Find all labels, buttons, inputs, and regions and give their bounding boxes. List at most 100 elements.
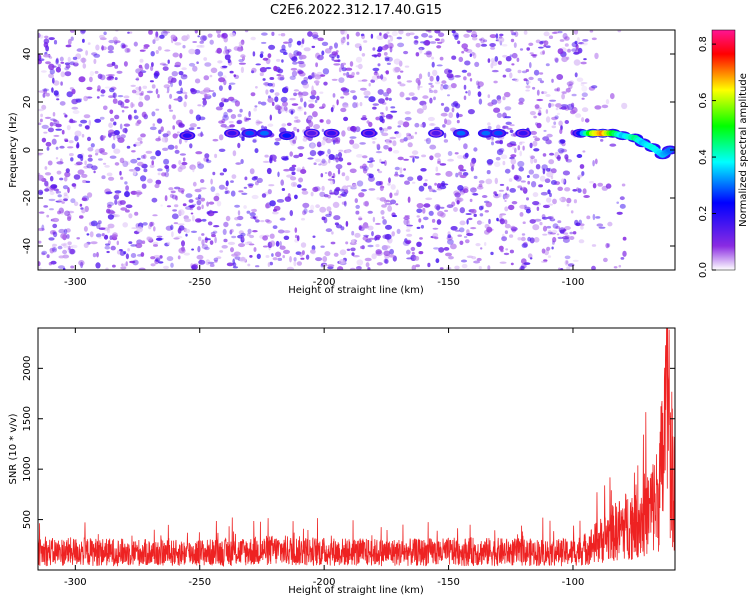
heatmap-noise-blob (198, 259, 206, 265)
heatmap-noise-blob (581, 107, 589, 113)
heatmap-noise-blob (557, 148, 565, 154)
heatmap-noise-blob (372, 67, 380, 72)
heatmap-noise-blob (64, 139, 69, 142)
heatmap-noise-blob (52, 119, 58, 122)
heatmap-noise-blob (504, 200, 507, 202)
heatmap-noise-blob (281, 123, 287, 127)
heatmap-noise-blob (363, 40, 368, 43)
heatmap-noise-blob (206, 159, 212, 164)
heatmap-noise-blob (321, 128, 325, 132)
heatmap-noise-blob (66, 91, 73, 98)
heatmap-noise-blob (394, 66, 401, 73)
heatmap-noise-blob (446, 85, 452, 90)
heatmap-noise-blob (418, 218, 422, 223)
heatmap-noise-blob (295, 251, 302, 255)
heatmap-noise-blob (494, 193, 499, 197)
heatmap-noise-blob (314, 99, 318, 103)
heatmap-noise-blob (65, 228, 71, 233)
heatmap-noise-blob (345, 67, 353, 71)
heatmap-noise-blob (285, 107, 288, 113)
heatmap-noise-blob (182, 157, 186, 162)
heatmap-noise-blob (573, 199, 578, 204)
heatmap-noise-blob (262, 235, 268, 241)
heatmap-noise-blob (109, 235, 113, 240)
heatmap-noise-blob (384, 202, 393, 206)
heatmap-noise-blob (454, 34, 459, 41)
heatmap-noise-blob (111, 143, 116, 150)
heatmap-noise-blob (552, 198, 557, 205)
heatmap-noise-blob (256, 121, 263, 124)
heatmap-noise-blob (451, 102, 459, 108)
heatmap-noise-blob (233, 251, 241, 257)
heatmap-noise-blob (262, 245, 269, 248)
heatmap-noise-blob (396, 36, 402, 40)
heatmap-noise-blob (423, 182, 428, 187)
heatmap-noise-blob (384, 258, 389, 264)
heatmap-noise-blob (543, 259, 548, 262)
heatmap-noise-blob (549, 99, 557, 102)
heatmap-noise-blob (59, 101, 66, 106)
heatmap-noise-blob (107, 74, 115, 77)
colorbar-tick-label: 0.6 (698, 93, 709, 109)
heatmap-noise-blob (562, 91, 567, 95)
heatmap-noise-blob (509, 141, 517, 146)
heatmap-noise-blob (534, 218, 542, 222)
heatmap-noise-blob (245, 117, 252, 121)
heatmap-noise-blob (38, 122, 42, 126)
heatmap-noise-blob (146, 236, 153, 241)
heatmap-noise-blob (521, 243, 528, 248)
heatmap-noise-blob (504, 168, 511, 174)
heatmap-noise-blob (171, 231, 174, 238)
heatmap-noise-blob (477, 91, 482, 97)
heatmap-noise-blob (59, 177, 64, 181)
heatmap-noise-blob (399, 174, 405, 178)
heatmap-noise-blob (487, 102, 494, 107)
heatmap-noise-blob (376, 262, 383, 266)
heatmap-noise-blob (110, 117, 115, 122)
heatmap-noise-blob (429, 41, 437, 44)
heatmap-noise-blob (73, 60, 79, 64)
heatmap-noise-blob (462, 188, 469, 194)
heatmap-noise-blob (429, 155, 434, 161)
heatmap-noise-blob (80, 156, 84, 162)
heatmap-noise-blob (103, 31, 107, 36)
snr-frame (37, 327, 676, 571)
heatmap-noise-blob (375, 151, 383, 154)
heatmap-noise-blob (261, 193, 267, 198)
heatmap-noise-blob (541, 164, 548, 171)
heatmap-noise-blob (543, 44, 547, 48)
heatmap-noise-blob (167, 80, 173, 84)
heatmap-noise-blob (124, 181, 128, 185)
heatmap-noise-blob (338, 259, 346, 265)
heatmap-noise-blob (505, 248, 509, 251)
heatmap-noise-blob (469, 198, 473, 203)
heatmap-noise-blob (411, 251, 415, 255)
heatmap-noise-blob (530, 157, 534, 164)
heatmap-noise-blob (267, 82, 273, 87)
heatmap-noise-blob (543, 31, 550, 37)
heatmap-noise-blob (101, 175, 106, 180)
heatmap-noise-blob (463, 143, 468, 150)
heatmap-noise-blob (313, 80, 320, 84)
heatmap-noise-blob (428, 87, 432, 91)
heatmap-noise-blob (345, 220, 349, 227)
heatmap-noise-blob (465, 91, 468, 94)
heatmap-noise-blob (103, 234, 109, 240)
heatmap-noise-blob (358, 225, 362, 231)
heatmap-noise-blob (315, 204, 320, 209)
heatmap-noise-blob (234, 204, 241, 208)
heatmap-noise-blob (464, 152, 469, 158)
heatmap-noise-blob (419, 237, 423, 240)
heatmap-noise-blob (81, 173, 88, 178)
heatmap-noise-blob (481, 195, 488, 198)
heatmap-noise-blob (158, 129, 162, 135)
heatmap-noise-blob (542, 168, 546, 175)
heatmap-noise-blob (351, 230, 355, 236)
heatmap-noise-blob (38, 267, 42, 270)
heatmap-noise-blob (140, 252, 145, 257)
heatmap-noise-blob (133, 143, 137, 147)
heatmap-noise-blob (243, 186, 248, 189)
heatmap-noise-blob (117, 95, 124, 98)
heatmap-noise-blob (216, 256, 222, 259)
heatmap-noise-blob (196, 61, 199, 64)
